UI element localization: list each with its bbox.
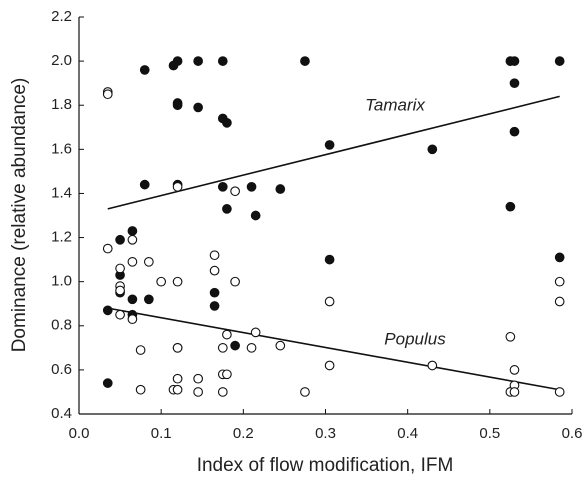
trend-line	[107, 95, 560, 210]
point	[209, 301, 220, 311]
point	[324, 254, 335, 265]
point	[300, 56, 310, 66]
point	[230, 340, 240, 351]
y-axis-title: Dominance (relative abundance)	[9, 78, 30, 353]
point	[324, 360, 335, 371]
point	[102, 378, 113, 388]
point	[115, 234, 125, 245]
point	[230, 276, 240, 287]
x-tick-label: 0.1	[151, 425, 172, 442]
x-tick-label: 0.5	[479, 425, 500, 442]
point	[172, 100, 183, 111]
point	[324, 140, 335, 150]
point	[156, 276, 167, 287]
point	[193, 387, 203, 397]
point	[505, 331, 516, 342]
point	[209, 287, 220, 298]
point	[230, 186, 240, 197]
x-tick-label: 0.0	[69, 425, 90, 442]
point	[209, 265, 220, 276]
x-axis-title: Index of flow modification, IFM	[197, 455, 454, 476]
x-tick-label: 0.6	[562, 425, 583, 442]
point	[135, 345, 146, 355]
point	[127, 256, 138, 267]
y-tick-label: 1.0	[51, 273, 72, 290]
point	[172, 342, 183, 353]
point	[554, 387, 565, 397]
point	[193, 56, 203, 66]
point	[324, 296, 335, 307]
point	[102, 305, 113, 316]
point	[217, 181, 228, 192]
point	[172, 181, 183, 192]
point	[554, 252, 565, 263]
point	[143, 256, 154, 267]
y-tick-label: 1.8	[51, 96, 72, 113]
point	[172, 276, 183, 287]
point	[115, 309, 125, 320]
point	[172, 56, 183, 66]
series-label: Populus	[384, 329, 446, 348]
point	[300, 387, 310, 397]
point	[143, 294, 154, 305]
series-label: Tamarix	[365, 95, 425, 114]
point	[275, 184, 286, 194]
point	[505, 201, 516, 212]
point	[222, 204, 232, 214]
point	[217, 387, 228, 397]
point	[172, 373, 183, 384]
point	[217, 342, 228, 353]
y-tick-label: 2.0	[51, 52, 72, 69]
y-tick-label: 1.6	[51, 140, 72, 157]
point	[509, 387, 520, 397]
x-tick-label: 0.3	[315, 425, 336, 442]
point	[102, 89, 113, 100]
point	[554, 56, 565, 66]
y-tick-label: 1.4	[51, 184, 72, 201]
x-tick-label: 0.2	[233, 425, 254, 442]
point	[217, 56, 228, 66]
point	[246, 342, 257, 353]
point	[554, 276, 565, 287]
point	[127, 226, 138, 236]
point	[115, 285, 125, 296]
x-tick-label: 0.4	[397, 425, 418, 442]
point	[222, 369, 232, 380]
point	[509, 56, 520, 66]
point	[275, 340, 286, 351]
point	[427, 360, 438, 371]
point	[139, 179, 150, 190]
point	[246, 181, 257, 192]
trend-line	[107, 307, 560, 391]
point	[135, 384, 146, 395]
point	[509, 126, 520, 137]
y-tick-label: 0.4	[51, 405, 72, 422]
point	[127, 314, 138, 325]
y-tick-label: 1.2	[51, 229, 72, 246]
point	[554, 296, 565, 307]
point	[250, 210, 261, 221]
point	[172, 384, 183, 395]
point	[427, 144, 438, 155]
point	[193, 373, 203, 384]
point	[222, 118, 232, 128]
point	[193, 102, 203, 113]
y-tick-label: 2.2	[51, 8, 72, 25]
point	[222, 329, 232, 340]
point	[102, 243, 113, 254]
point	[509, 365, 520, 375]
point	[250, 327, 261, 338]
point	[209, 250, 220, 261]
y-tick-label: 0.8	[51, 317, 72, 334]
point	[139, 65, 150, 75]
point	[127, 234, 138, 245]
point	[115, 263, 125, 274]
point	[127, 294, 138, 305]
point	[509, 78, 520, 89]
y-tick-label: 0.6	[51, 361, 72, 378]
